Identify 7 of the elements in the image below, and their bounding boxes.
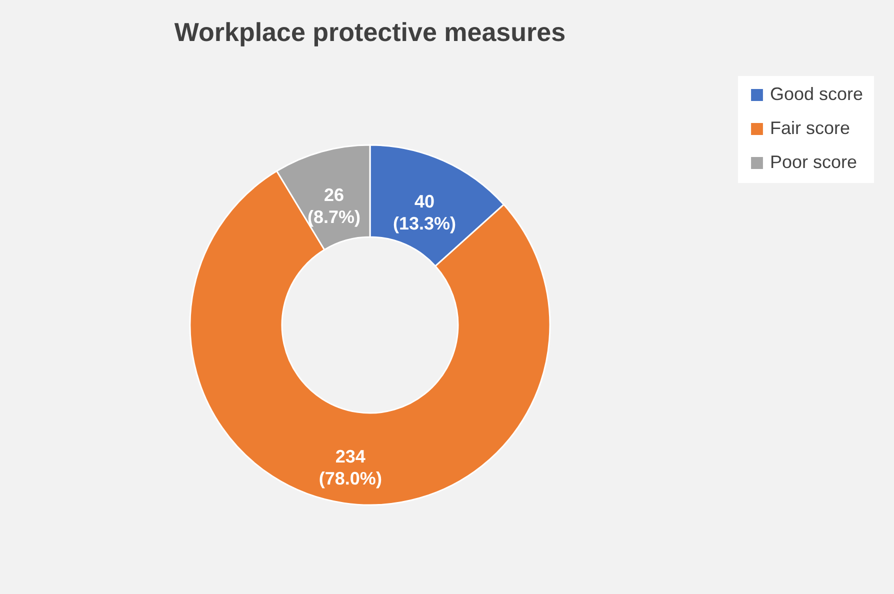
legend-label: Poor score: [770, 152, 858, 172]
data-label: 26 (8.7%): [307, 184, 360, 227]
chart-title: Workplace protective measures: [174, 17, 566, 47]
legend-label: Good score: [770, 84, 864, 104]
data-label: 40 (13.3%): [392, 192, 456, 234]
legend-label: Fair score: [770, 118, 850, 138]
data-label: 234 (78.0%): [318, 446, 382, 489]
